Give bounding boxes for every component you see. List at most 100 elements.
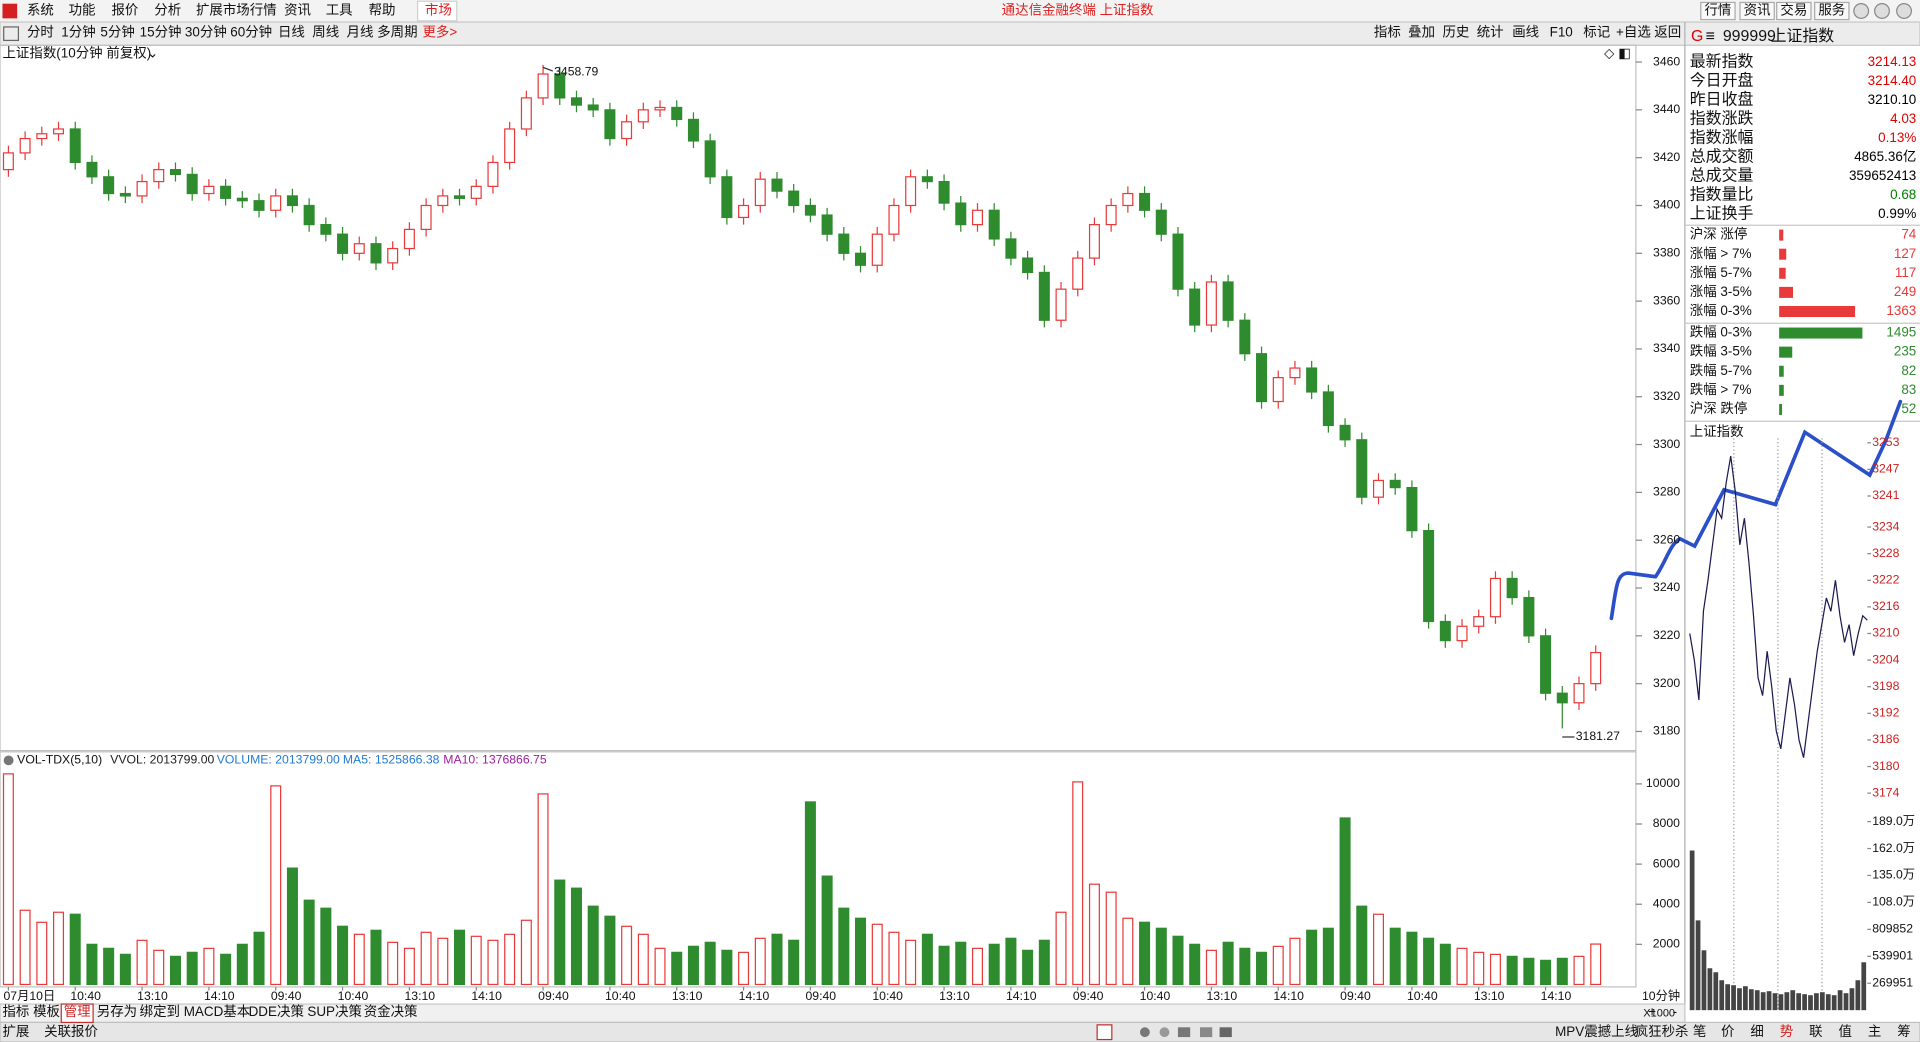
- candle-body: [119, 192, 131, 197]
- status-tab[interactable]: 价: [1721, 1024, 1735, 1039]
- toolbar-icon: [3, 26, 20, 42]
- zoom-out[interactable]: -: [1673, 1004, 1677, 1019]
- mini-volume-bar: [1737, 988, 1742, 1011]
- volume-bar: [1523, 957, 1535, 986]
- candle-body: [871, 233, 883, 266]
- menu-item[interactable]: 资讯: [284, 3, 311, 18]
- bottom-tab[interactable]: 管理: [64, 1004, 91, 1019]
- bottom-tab[interactable]: MACD基本: [184, 1003, 251, 1019]
- menu-item[interactable]: 报价: [111, 3, 138, 18]
- period-button[interactable]: 1分钟: [61, 24, 95, 40]
- candle-body: [1222, 281, 1234, 321]
- x-tick-label: 10:40: [1407, 989, 1438, 1003]
- period-button[interactable]: 多周期: [377, 24, 417, 40]
- candle-body: [387, 247, 399, 264]
- volume-bar: [1222, 941, 1234, 986]
- period-button[interactable]: 60分钟: [230, 24, 272, 40]
- bottom-tab[interactable]: 模板: [33, 1004, 60, 1019]
- mini-volume-bar: [1861, 962, 1867, 1011]
- period-button[interactable]: 15分钟: [140, 24, 182, 40]
- top-button[interactable]: 交易: [1780, 2, 1807, 18]
- y-tick-label: 3360: [1653, 293, 1680, 307]
- tool-button[interactable]: +自选: [1616, 25, 1651, 40]
- y-tick-label: 3210: [1872, 626, 1899, 640]
- breadth-label: 跌幅 0-3%: [1690, 325, 1752, 340]
- status-tab[interactable]: 主: [1868, 1024, 1881, 1039]
- candle-body: [1540, 635, 1552, 694]
- status-tab[interactable]: 细: [1750, 1024, 1763, 1039]
- tool-button[interactable]: F10: [1550, 25, 1573, 40]
- status-tab[interactable]: 联: [1809, 1024, 1822, 1039]
- period-button[interactable]: 分时: [27, 25, 54, 40]
- menu-item[interactable]: 帮助: [369, 3, 396, 18]
- period-button[interactable]: 30分钟: [185, 24, 227, 40]
- candle-body: [53, 128, 65, 135]
- maximize-button[interactable]: [1874, 3, 1890, 19]
- minimize-button[interactable]: [1853, 3, 1870, 19]
- status-tab[interactable]: 势: [1780, 1024, 1793, 1039]
- candle-body: [403, 228, 415, 250]
- volume-bar: [838, 907, 850, 986]
- bottom-tab[interactable]: 资金决策: [364, 1003, 418, 1019]
- status-tab[interactable]: 值: [1839, 1024, 1852, 1039]
- candle-body: [19, 137, 31, 154]
- volume-bar: [1088, 883, 1100, 986]
- tool-button[interactable]: 返回: [1654, 25, 1681, 40]
- volume-bar: [1489, 953, 1501, 986]
- tool-button[interactable]: 叠加: [1408, 25, 1435, 40]
- candle-body: [1473, 616, 1485, 627]
- more-button[interactable]: 更多>: [422, 24, 457, 40]
- candle-body: [554, 73, 566, 99]
- status-tab[interactable]: 笔: [1693, 1024, 1706, 1039]
- bottom-tab[interactable]: DDE决策: [249, 1003, 305, 1019]
- menu-item[interactable]: 系统: [27, 3, 54, 18]
- period-button[interactable]: 5分钟: [100, 24, 134, 40]
- period-button[interactable]: 日线: [278, 25, 305, 40]
- volume-bar: [788, 939, 800, 986]
- candle-body: [1289, 367, 1301, 379]
- volume-bar: [270, 785, 282, 986]
- tool-button[interactable]: 画线: [1512, 25, 1539, 40]
- stat-label: 今日开盘: [1690, 71, 1754, 90]
- menu-item[interactable]: 扩展市场行情: [196, 2, 277, 18]
- close-button[interactable]: [1896, 3, 1913, 19]
- tool-button[interactable]: 标记: [1583, 25, 1610, 40]
- volume-bar: [1205, 949, 1217, 986]
- tool-button[interactable]: 统计: [1477, 25, 1504, 40]
- status-link[interactable]: 疯狂秒杀: [1635, 1024, 1689, 1039]
- bottom-tab[interactable]: 绑定到: [140, 1004, 180, 1019]
- menu-item[interactable]: 功能: [69, 3, 96, 18]
- top-button[interactable]: 行情: [1704, 3, 1731, 18]
- volume-title: VOL-TDX(5,10): [17, 753, 102, 767]
- bottom-tab[interactable]: SUP决策: [307, 1003, 362, 1019]
- candle-body: [1088, 224, 1100, 259]
- breadth-bar: [1779, 229, 1784, 241]
- menu-item[interactable]: 工具: [326, 3, 353, 18]
- market-tab[interactable]: 市场: [425, 2, 452, 18]
- menu-icon[interactable]: ≡: [1706, 28, 1715, 45]
- candle-body: [69, 128, 81, 164]
- y-tick-label: 3228: [1872, 546, 1899, 560]
- zoom-in[interactable]: +: [1648, 1004, 1656, 1019]
- panel-icon[interactable]: ◇ ◧: [1604, 45, 1631, 60]
- tool-button[interactable]: 历史: [1442, 25, 1469, 40]
- menu-item[interactable]: 分析: [154, 3, 181, 18]
- bottom-tab[interactable]: 另存为: [97, 1004, 137, 1019]
- mini-volume-bar: [1796, 993, 1802, 1011]
- period-button[interactable]: 周线: [312, 25, 339, 40]
- volume-bar: [921, 933, 933, 986]
- x-tick-label: 07月10日: [3, 989, 55, 1003]
- top-button[interactable]: 资讯: [1744, 3, 1771, 18]
- title-dropdown[interactable]: ⌄: [147, 45, 158, 60]
- status-left[interactable]: 扩展: [2, 1024, 29, 1039]
- bottom-tab[interactable]: 指标: [2, 1004, 29, 1019]
- tool-button[interactable]: 指标: [1374, 25, 1401, 40]
- status-left[interactable]: 关联报价: [44, 1024, 98, 1039]
- volume-bar: [19, 909, 31, 986]
- period-button[interactable]: 月线: [347, 25, 374, 40]
- status-tab[interactable]: 筹: [1897, 1023, 1910, 1039]
- top-button[interactable]: 服务: [1818, 3, 1845, 18]
- candle-body: [788, 190, 800, 207]
- status-link[interactable]: MPV震撼上线: [1555, 1024, 1638, 1039]
- breadth-label: 涨幅 3-5%: [1690, 284, 1752, 299]
